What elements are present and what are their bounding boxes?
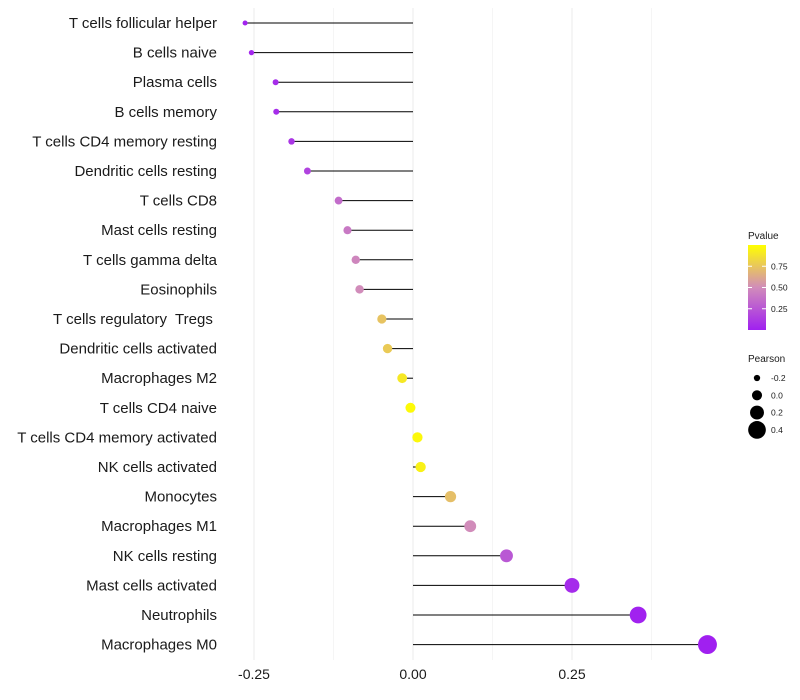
lollipop-point xyxy=(564,577,580,593)
lollipop-point xyxy=(405,402,416,413)
y-category-label: T cells CD4 naive xyxy=(100,400,217,417)
y-category-label: Mast cells activated xyxy=(86,577,217,594)
pvalue-tick-label: 0.25 xyxy=(771,304,788,314)
x-tick-label: 0.25 xyxy=(558,666,585,682)
pvalue-tick-label: 0.50 xyxy=(771,283,788,293)
y-category-label: Eosinophils xyxy=(140,281,217,298)
y-category-label: NK cells activated xyxy=(98,459,217,476)
lollipop-point xyxy=(351,255,360,264)
lollipop-point xyxy=(272,79,279,86)
y-category-label: Macrophages M2 xyxy=(101,370,217,387)
y-category-label: Dendritic cells resting xyxy=(74,163,217,180)
y-category-label: B cells naive xyxy=(133,45,217,62)
pearson-size-key xyxy=(750,405,764,420)
lollipop-point xyxy=(343,226,352,235)
lollipop-point xyxy=(382,343,393,354)
y-category-label: Plasma cells xyxy=(133,74,217,91)
point-layer xyxy=(242,20,717,655)
pearson-size-key xyxy=(748,421,766,439)
y-category-label: Mast cells resting xyxy=(101,222,217,239)
y-category-label: T cells follicular helper xyxy=(69,15,217,32)
pvalue-legend-title: Pvalue xyxy=(748,231,779,242)
grid-layer xyxy=(253,8,652,660)
y-category-label: T cells regulatory Tregs xyxy=(53,311,217,328)
pearson-size-label: 0.2 xyxy=(771,408,783,418)
x-tick-label: -0.25 xyxy=(238,666,270,682)
lollipop-point xyxy=(377,314,387,324)
lollipop-point xyxy=(288,138,295,145)
pvalue-legend: Pvalue 0.25 0.50 0.75 xyxy=(748,231,788,330)
pearson-size-label: 0.0 xyxy=(771,390,783,400)
lollipop-point xyxy=(444,490,457,503)
pearson-size-label: 0.4 xyxy=(771,425,783,435)
lollipop-point xyxy=(412,432,423,443)
lollipop-point xyxy=(334,196,343,205)
lollipop-point xyxy=(303,167,311,175)
pvalue-tick-label: 0.75 xyxy=(771,261,788,271)
pearson-size-key xyxy=(751,390,763,401)
y-axis-labels: T cells follicular helper B cells naive Pl… xyxy=(17,15,217,654)
lollipop-point xyxy=(500,549,513,563)
pvalue-colorbar xyxy=(748,245,766,330)
y-category-label: Neutrophils xyxy=(141,607,217,624)
lollipop-point xyxy=(464,520,477,533)
y-category-label: Dendritic cells activated xyxy=(59,341,217,358)
lollipop-point xyxy=(248,49,255,56)
lollipop-point xyxy=(698,635,717,655)
y-category-label: T cells CD4 memory activated xyxy=(17,429,217,446)
lollipop-point xyxy=(629,606,647,624)
y-category-label: Monocytes xyxy=(144,489,217,506)
y-category-label: T cells CD4 memory resting xyxy=(32,133,217,150)
y-category-label: Macrophages M1 xyxy=(101,518,217,535)
x-axis-tick-labels: -0.25 0.00 0.25 xyxy=(238,666,586,682)
lollipop-point xyxy=(397,373,408,384)
x-tick-label: 0.00 xyxy=(399,666,426,682)
pearson-legend: Pearson -0.2 0.0 0.2 0.4 xyxy=(748,354,786,439)
pearson-size-key xyxy=(753,374,761,382)
y-category-label: NK cells resting xyxy=(113,548,217,565)
y-category-label: T cells CD8 xyxy=(140,193,217,210)
pearson-size-label: -0.2 xyxy=(771,373,786,383)
lollipop-point xyxy=(415,461,426,473)
lollipop-point xyxy=(242,20,248,26)
y-category-label: T cells gamma delta xyxy=(83,252,218,269)
pearson-legend-title: Pearson xyxy=(748,354,785,365)
y-category-label: Macrophages M0 xyxy=(101,637,217,654)
lollipop-point xyxy=(355,285,364,294)
y-category-label: B cells memory xyxy=(114,104,217,121)
lollipop-point xyxy=(273,108,280,115)
